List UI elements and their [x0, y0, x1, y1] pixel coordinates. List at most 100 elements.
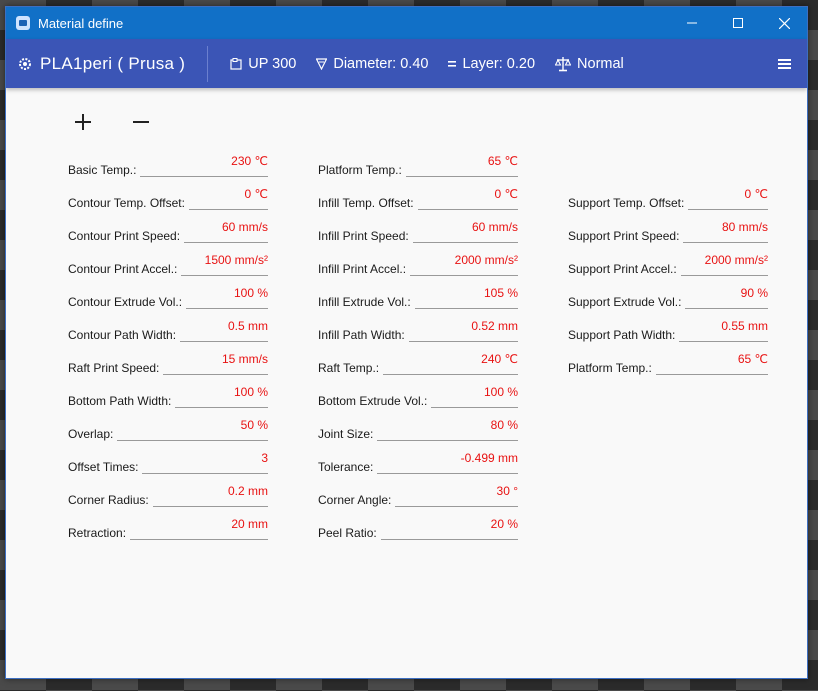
material-header: PLA1peri ( Prusa ) UP 300 Diameter: 0.40… [6, 39, 807, 88]
diameter-info: Diameter: 0.40 [316, 56, 428, 72]
setting-label: Corner Angle: [318, 493, 392, 507]
setting-value-input[interactable]: 60 mm/s [184, 221, 268, 243]
setting-value-input[interactable]: 30 ° [395, 485, 518, 507]
setting-value-input[interactable]: 90 % [685, 287, 768, 309]
layer-info: Layer: 0.20 [448, 56, 535, 72]
nozzle-icon [316, 57, 328, 70]
window-title: Material define [38, 15, 124, 31]
quality-info: Normal [555, 56, 624, 72]
setting-label: Joint Size: [318, 427, 374, 441]
close-button[interactable] [761, 7, 807, 39]
setting-label: Retraction: [68, 526, 127, 540]
setting-label: Infill Print Speed: [318, 229, 409, 243]
setting-value-input[interactable]: 0.55 mm [679, 320, 768, 342]
setting-label: Bottom Extrude Vol.: [318, 394, 428, 408]
setting-label: Contour Extrude Vol.: [68, 295, 183, 309]
setting-value-input[interactable]: 105 % [414, 287, 518, 309]
setting-label: Contour Path Width: [68, 328, 177, 342]
setting-field: Infill Extrude Vol.: 105 % [318, 285, 518, 309]
setting-value-input[interactable]: 80 mm/s [683, 221, 768, 243]
printer-icon [230, 57, 242, 70]
setting-label: Contour Print Accel.: [68, 262, 178, 276]
setting-field: Infill Print Speed: 60 mm/s [318, 219, 518, 243]
setting-value-input[interactable]: 0 ℃ [188, 188, 268, 210]
add-button[interactable] [68, 107, 98, 137]
diameter-label: Diameter: 0.40 [333, 55, 429, 72]
setting-label: Support Print Accel.: [568, 262, 677, 276]
material-name[interactable]: PLA1peri ( Prusa ) [40, 53, 186, 73]
setting-label: Infill Print Accel.: [318, 262, 407, 276]
setting-field: Support Print Speed: 80 mm/s [568, 219, 768, 243]
minimize-icon [687, 22, 697, 24]
setting-value-input[interactable]: 0.52 mm [408, 320, 518, 342]
setting-field: Infill Path Width: 0.52 mm [318, 318, 518, 342]
setting-field: Support Temp. Offset: 0 ℃ [568, 186, 768, 210]
setting-field: Raft Print Speed: 15 mm/s [68, 351, 268, 375]
setting-value-input[interactable]: 20 mm [130, 518, 268, 540]
setting-field: Offset Times: 3 [68, 450, 268, 474]
setting-field: Joint Size: 80 % [318, 417, 518, 441]
material-define-window: Material define PLA1peri ( Prusa ) UP 30… [5, 6, 808, 679]
setting-field: Corner Radius: 0.2 mm [68, 483, 268, 507]
toolbar [68, 107, 156, 137]
material-icon [18, 57, 32, 71]
setting-field: Support Path Width: 0.55 mm [568, 318, 768, 342]
setting-value-input[interactable]: 0.2 mm [152, 485, 268, 507]
setting-label: Infill Temp. Offset: [318, 196, 414, 210]
setting-field: Platform Temp.: 65 ℃ [318, 153, 518, 177]
setting-value-input[interactable]: 0.5 mm [180, 320, 268, 342]
setting-field: Overlap: 50 % [68, 417, 268, 441]
setting-value-input[interactable]: 3 [142, 452, 268, 474]
setting-label: Basic Temp.: [68, 163, 137, 177]
setting-label: Platform Temp.: [568, 361, 652, 375]
maximize-button[interactable] [715, 7, 761, 39]
minimize-button[interactable] [669, 7, 715, 39]
setting-value-input[interactable]: 15 mm/s [163, 353, 268, 375]
plus-icon [75, 114, 91, 130]
setting-value-input[interactable]: 65 ℃ [655, 353, 768, 375]
setting-field: Basic Temp.: 230 ℃ [68, 153, 268, 177]
setting-value-input[interactable]: 2000 mm/s² [410, 254, 518, 276]
setting-field: Contour Temp. Offset: 0 ℃ [68, 186, 268, 210]
setting-label: Support Print Speed: [568, 229, 680, 243]
printer-label: UP 300 [248, 55, 297, 72]
setting-field: Tolerance: -0.499 mm [318, 450, 518, 474]
layers-icon [448, 59, 457, 69]
setting-label: Raft Temp.: [318, 361, 380, 375]
printer-info: UP 300 [230, 56, 296, 72]
setting-label: Platform Temp.: [318, 163, 402, 177]
layer-label: Layer: 0.20 [462, 55, 536, 72]
setting-value-input[interactable]: 100 % [175, 386, 268, 408]
setting-field: Retraction: 20 mm [68, 516, 268, 540]
title-bar[interactable]: Material define [6, 7, 807, 39]
setting-value-input[interactable]: 100 % [431, 386, 518, 408]
setting-value-input[interactable]: 0 ℃ [417, 188, 518, 210]
setting-label: Raft Print Speed: [68, 361, 160, 375]
remove-button[interactable] [126, 107, 156, 137]
setting-value-input[interactable]: 80 % [377, 419, 518, 441]
setting-value-input[interactable]: -0.499 mm [377, 452, 518, 474]
setting-label: Contour Print Speed: [68, 229, 181, 243]
setting-field: Bottom Extrude Vol.: 100 % [318, 384, 518, 408]
setting-label: Support Path Width: [568, 328, 676, 342]
menu-icon[interactable] [778, 58, 791, 70]
setting-value-input[interactable]: 100 % [186, 287, 268, 309]
setting-field: Support Print Accel.: 2000 mm/s² [568, 252, 768, 276]
quality-label[interactable]: Normal [577, 55, 624, 72]
setting-field: Corner Angle: 30 ° [318, 483, 518, 507]
setting-value-input[interactable]: 230 ℃ [140, 155, 268, 177]
setting-field: Contour Extrude Vol.: 100 % [68, 285, 268, 309]
setting-label: Bottom Path Width: [68, 394, 172, 408]
setting-field: Contour Path Width: 0.5 mm [68, 318, 268, 342]
setting-field: Peel Ratio: 20 % [318, 516, 518, 540]
setting-label: Support Extrude Vol.: [568, 295, 682, 309]
setting-value-input[interactable]: 20 % [380, 518, 518, 540]
setting-field: Support Extrude Vol.: 90 % [568, 285, 768, 309]
setting-value-input[interactable]: 2000 mm/s² [680, 254, 768, 276]
setting-value-input[interactable]: 240 ℃ [383, 353, 518, 375]
setting-value-input[interactable]: 50 % [117, 419, 268, 441]
setting-value-input[interactable]: 60 mm/s [412, 221, 518, 243]
setting-value-input[interactable]: 1500 mm/s² [181, 254, 268, 276]
setting-value-input[interactable]: 65 ℃ [405, 155, 518, 177]
setting-value-input[interactable]: 0 ℃ [688, 188, 768, 210]
